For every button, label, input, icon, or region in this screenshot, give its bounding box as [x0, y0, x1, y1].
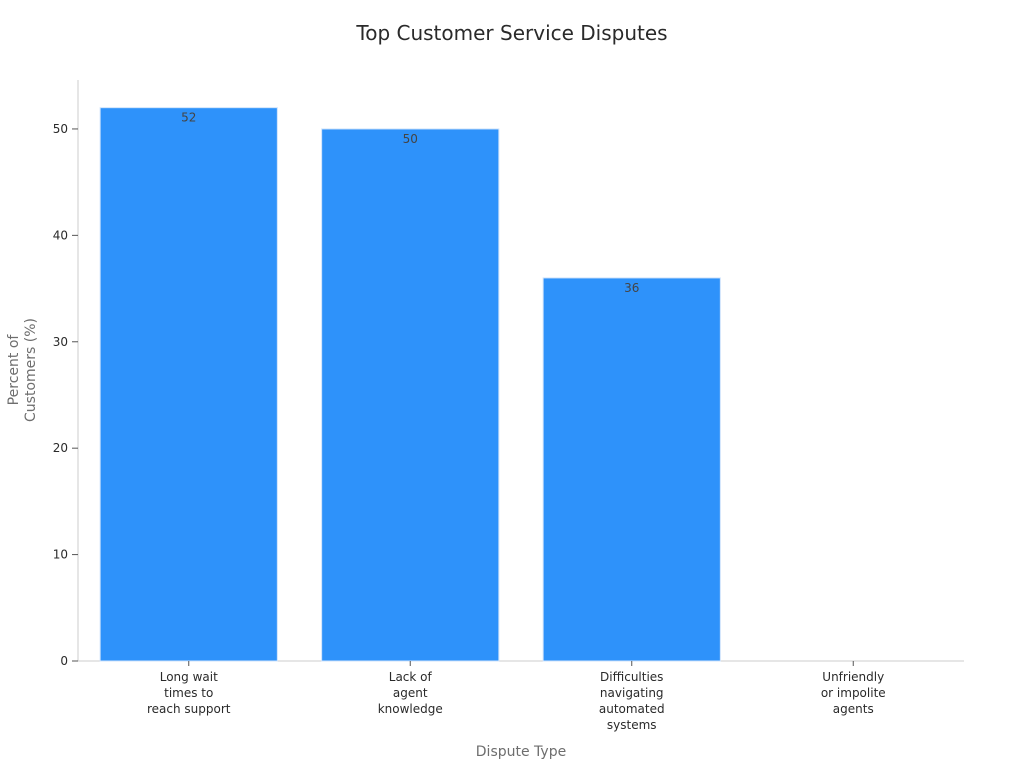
y-tick-label: 0 [60, 654, 68, 668]
y-axis-title: Percent of Customers (%) [6, 318, 39, 422]
bar [542, 277, 721, 662]
y-tick-label: 20 [53, 441, 68, 455]
bar-data-label: 52 [181, 111, 196, 125]
bar-data-label: 36 [624, 281, 639, 295]
x-tick-label-line: agents [833, 702, 874, 716]
chart-title: Top Customer Service Disputes [355, 21, 667, 45]
x-tick-label-line: Lack of [389, 670, 433, 684]
x-axis-title: Dispute Type [476, 744, 566, 760]
x-tick-label-line: Long wait [160, 670, 218, 684]
x-tick-label-line: or impolite [821, 686, 886, 700]
x-tick-label-line: systems [607, 718, 657, 732]
bar-data-label: 50 [403, 132, 418, 146]
bar [99, 107, 278, 662]
x-tick-label-line: navigating [600, 686, 664, 700]
y-tick-label: 30 [53, 335, 68, 349]
plot-area: 0 10 20 30 40 50 52 Long wait times to reach supp… [53, 80, 964, 732]
x-tick-label-line: Difficulties [600, 670, 663, 684]
y-axis-title-line-1: Percent of [6, 334, 22, 406]
y-tick-label: 50 [53, 122, 68, 136]
x-tick-label-line: knowledge [378, 702, 443, 716]
x-tick-label: Lack of agent knowledge [378, 670, 443, 716]
y-tick-label: 10 [53, 548, 68, 562]
x-tick-label-line: times to [164, 686, 213, 700]
x-tick-label: Long wait times to reach support [147, 670, 231, 716]
y-axis-title-line-2: Customers (%) [23, 318, 39, 422]
x-tick-label-line: Unfriendly [822, 670, 884, 684]
x-tick-label-line: agent [393, 686, 428, 700]
x-tick-label: Unfriendly or impolite agents [821, 670, 886, 716]
bar [321, 128, 500, 662]
x-tick-label-line: reach support [147, 702, 231, 716]
x-tick-label-line: automated [599, 702, 665, 716]
x-tick-label: Difficulties navigating automated systems [599, 670, 665, 732]
y-tick-label: 40 [53, 228, 68, 242]
